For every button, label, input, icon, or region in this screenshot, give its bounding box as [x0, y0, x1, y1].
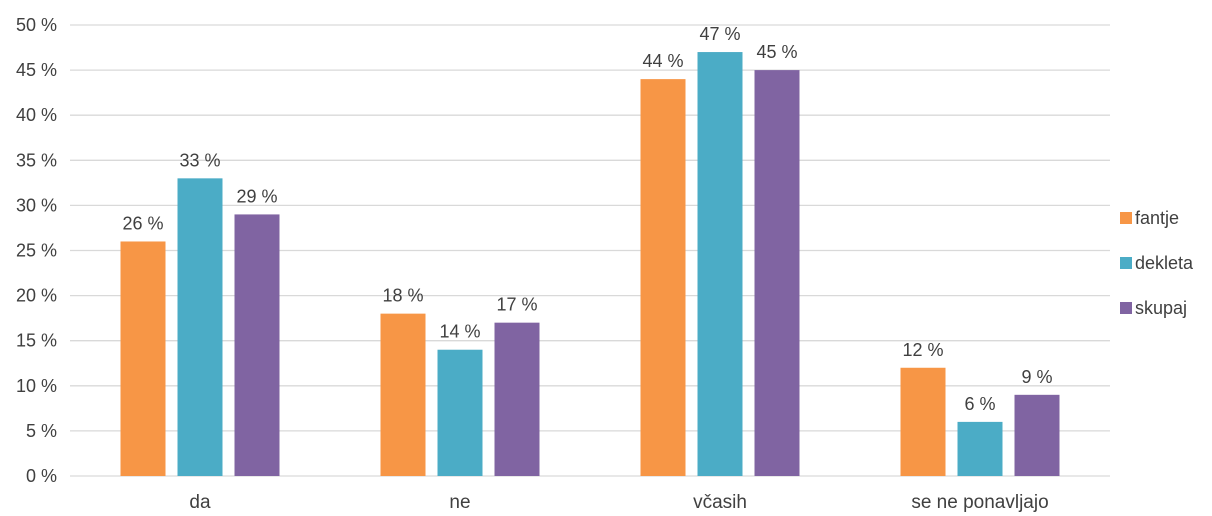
data-label: 45 %: [756, 42, 797, 62]
y-tick-label: 5 %: [26, 421, 57, 441]
data-label: 9 %: [1021, 367, 1052, 387]
gridlines: [70, 24, 1110, 477]
y-tick-label: 45 %: [16, 60, 57, 80]
data-label: 17 %: [496, 295, 537, 315]
y-tick-label: 50 %: [16, 15, 57, 35]
legend-swatch-fantje: [1120, 212, 1132, 224]
data-label: 14 %: [439, 322, 480, 342]
bar-fantje-1: [380, 313, 426, 476]
data-label: 6 %: [964, 394, 995, 414]
bar-skupaj-2: [754, 70, 800, 476]
data-label: 47 %: [699, 24, 740, 44]
bar-dekleta-3: [957, 421, 1003, 476]
data-label: 44 %: [642, 51, 683, 71]
y-tick-label: 40 %: [16, 105, 57, 125]
x-category-label: včasih: [693, 492, 747, 513]
data-label: 12 %: [902, 340, 943, 360]
data-label: 26 %: [122, 213, 163, 233]
y-tick-label: 35 %: [16, 150, 57, 170]
bar-dekleta-0: [177, 178, 223, 476]
bar-skupaj-3: [1014, 394, 1060, 476]
y-tick-label: 0 %: [26, 466, 57, 486]
y-tick-label: 15 %: [16, 331, 57, 351]
data-labels: 26 % 33 % 29 % 18 % 14 % 17 % 44 % 47 % 45 % 12 %…: [122, 24, 1052, 414]
legend-label: skupaj: [1135, 298, 1187, 318]
y-tick-label: 30 %: [16, 195, 57, 215]
legend: fantje dekleta skupaj: [1120, 208, 1194, 318]
y-tick-label: 10 %: [16, 376, 57, 396]
bar-fantje-0: [120, 241, 166, 476]
legend-label: fantje: [1135, 208, 1179, 228]
bar-skupaj-0: [234, 214, 280, 477]
x-axis-categories: da ne včasih se ne ponavljajo: [189, 492, 1048, 513]
bar-dekleta-2: [697, 52, 743, 477]
legend-swatch-dekleta: [1120, 257, 1132, 269]
data-label: 18 %: [382, 286, 423, 306]
bar-dekleta-1: [437, 349, 483, 476]
data-label: 33 %: [179, 150, 220, 170]
x-category-label: da: [189, 492, 211, 513]
y-tick-label: 25 %: [16, 241, 57, 261]
y-axis-ticks: 0 % 5 % 10 % 15 % 20 % 25 % 30 % 35 % 40 % 45 % 50…: [16, 15, 57, 486]
x-category-label: ne: [449, 492, 470, 513]
legend-label: dekleta: [1135, 253, 1194, 273]
legend-swatch-skupaj: [1120, 302, 1132, 314]
bars: [120, 52, 1060, 477]
data-label: 29 %: [236, 186, 277, 206]
bar-fantje-3: [900, 367, 946, 476]
x-category-label: se ne ponavljajo: [911, 492, 1048, 513]
y-tick-label: 20 %: [16, 286, 57, 306]
bar-skupaj-1: [494, 322, 540, 476]
bar-fantje-2: [640, 79, 686, 477]
